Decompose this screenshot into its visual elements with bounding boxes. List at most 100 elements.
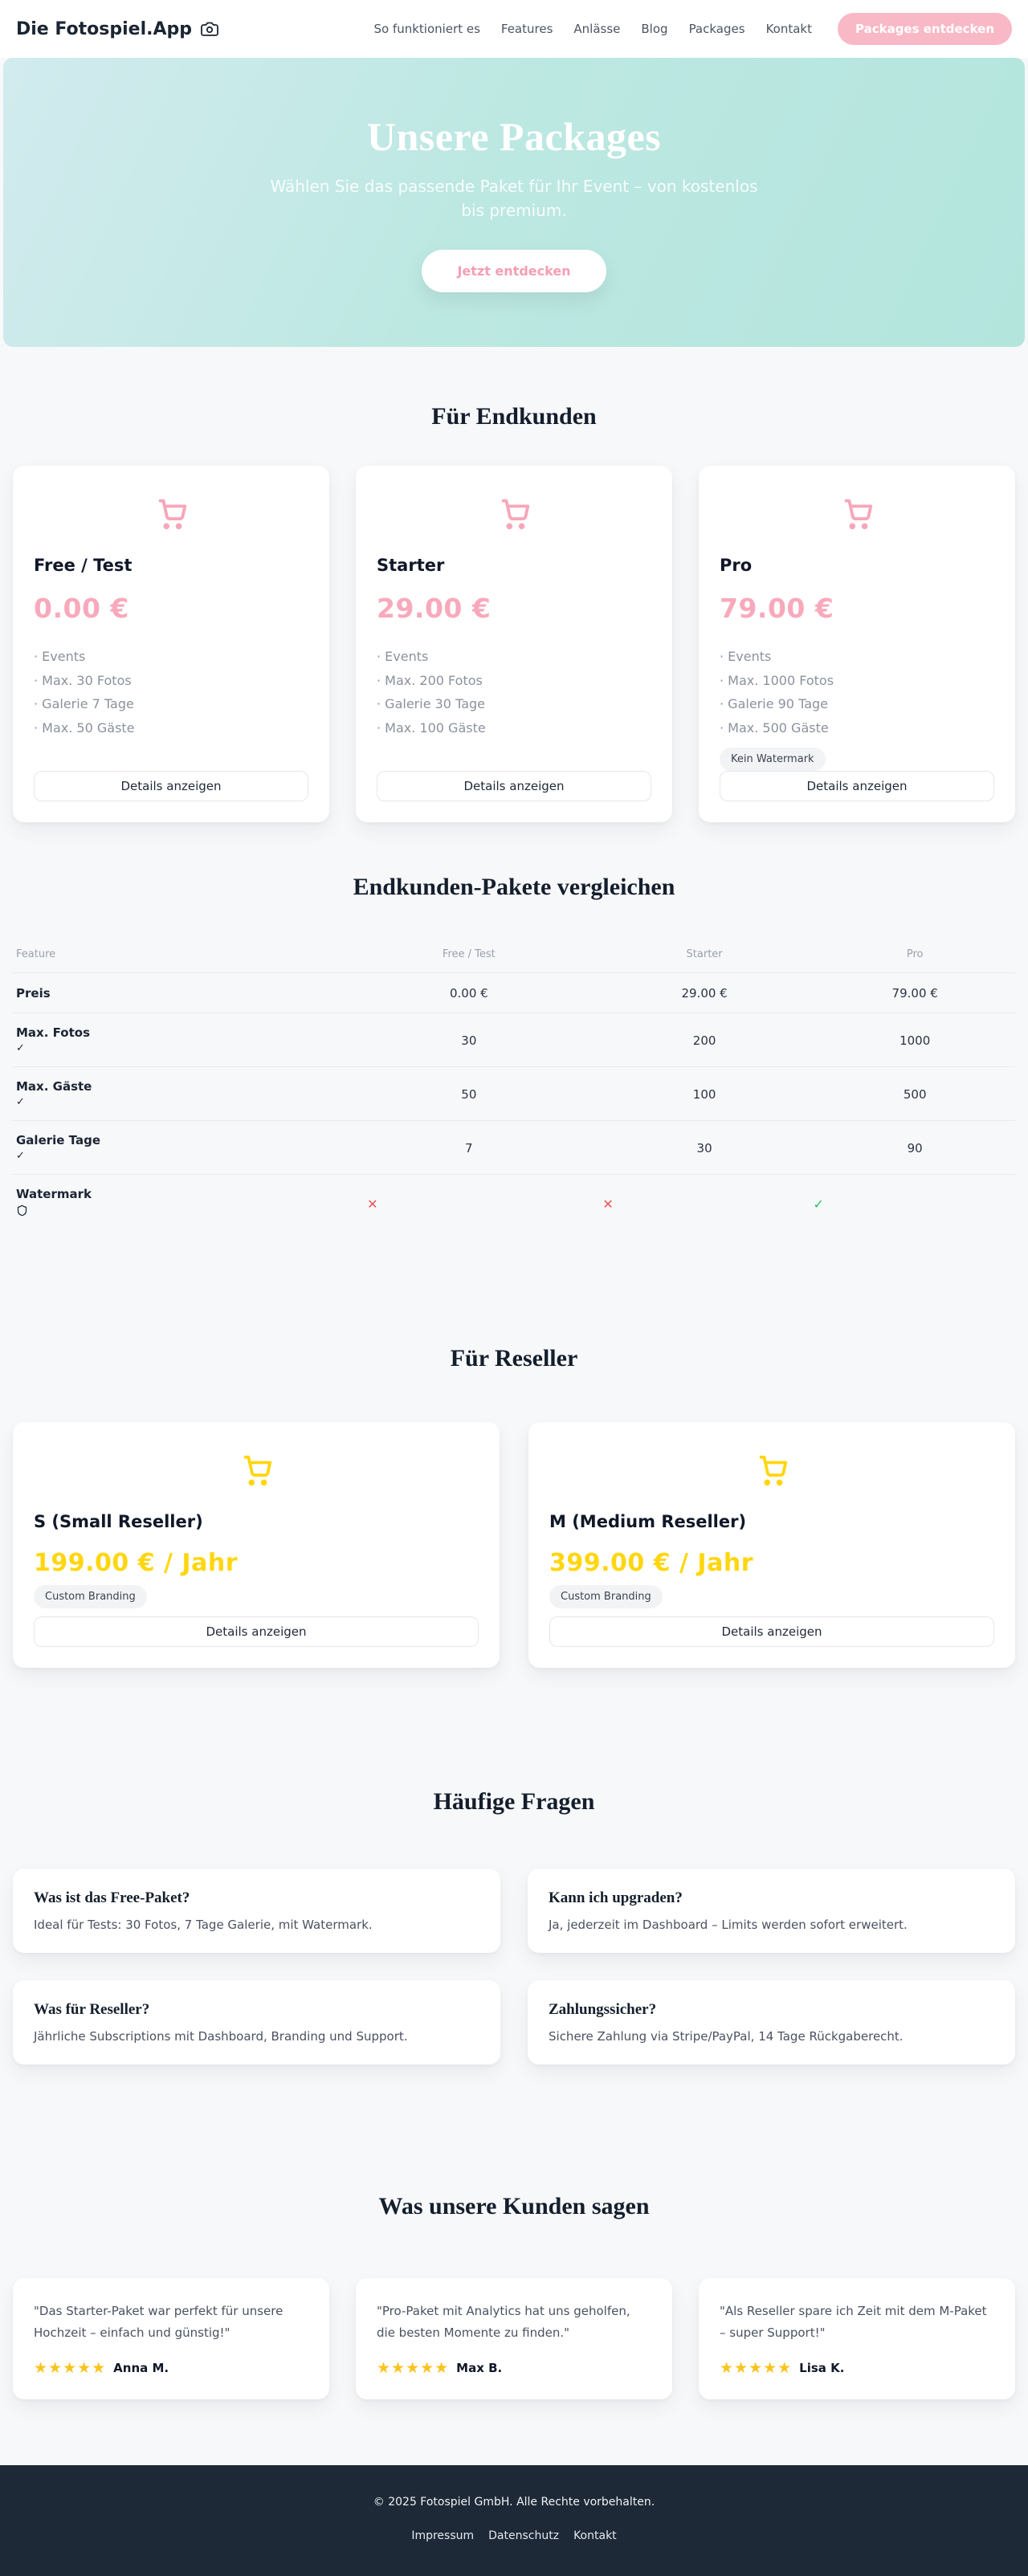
footer: © 2025 Fotospiel GmbH. Alle Rechte vorbe…	[0, 2464, 1028, 2576]
table-header-row: Feature Free / Test Starter Pro	[13, 936, 1015, 974]
feature-item: Events	[377, 645, 651, 669]
nav-packages[interactable]: Packages	[688, 22, 745, 36]
main-nav: So funktioniert es Features Anlässe Blog…	[373, 13, 1012, 45]
five-stars-icon: ★★★★★	[720, 2358, 793, 2377]
plan-name: M (Medium Reseller)	[549, 1512, 747, 1532]
faq-answer: Ja, jederzeit im Dashboard – Limits werd…	[549, 1918, 908, 1933]
faq-question: Was für Reseller?	[34, 2001, 150, 2019]
footer-link-datenschutz[interactable]: Datenschutz	[488, 2529, 560, 2542]
row-label: Max. Fotos	[16, 1025, 90, 1041]
testimonials-title: Was unsere Kunden sagen	[378, 2193, 650, 2220]
section-reseller: Für Reseller S (Small Reseller) 199.00 €…	[13, 1233, 1015, 1669]
kein-watermark-badge: Kein Watermark	[720, 748, 826, 772]
faq-question: Zahlungssicher?	[549, 2001, 657, 2019]
section-faq: Häufige Fragen Was ist das Free-Paket? I…	[13, 1668, 1015, 2065]
feature-item: Max. 500 Gäste	[720, 716, 994, 740]
footer-link-impressum[interactable]: Impressum	[411, 2529, 475, 2542]
reseller-cards: S (Small Reseller) 199.00 € / Jahr Custo…	[13, 1422, 1015, 1669]
check-mark-icon: ✓	[813, 1196, 824, 1212]
section-testimonials: Was unsere Kunden sagen "Das Starter-Pak…	[13, 2064, 1015, 2399]
feature-item: Galerie 30 Tage	[377, 692, 651, 716]
col-free-test: Free / Test	[343, 936, 594, 974]
col-starter: Starter	[594, 936, 815, 974]
header: Die Fotospiel.App So funktioniert es Fea…	[0, 0, 1028, 58]
hero: Unsere Packages Wählen Sie das passende …	[3, 58, 1025, 347]
feature-item: Galerie 7 Tage	[34, 692, 308, 716]
faq-answer: Sichere Zahlung via Stripe/PayPal, 14 Ta…	[549, 2029, 904, 2044]
row-label: Preis	[16, 985, 51, 1001]
cell-value: 30	[461, 1033, 477, 1048]
cross-mark-icon: ✕	[367, 1196, 378, 1212]
copyright-text: © 2025 Fotospiel GmbH. Alle Rechte vorbe…	[373, 2495, 655, 2509]
cell-value: 79.00 €	[891, 986, 938, 1001]
feature-item: Max. 100 Gäste	[377, 716, 651, 740]
nav-anlaesse[interactable]: Anlässe	[573, 22, 621, 36]
testimonial-quote: "Als Reseller spare ich Zeit mit dem M-P…	[720, 2304, 987, 2340]
nav-so-funktioniert-es[interactable]: So funktioniert es	[373, 22, 480, 36]
endkunden-cards: Free / Test 0.00 € Events Max. 30 Fotos …	[13, 466, 1015, 823]
details-anzeigen-button[interactable]: Details anzeigen	[34, 1616, 479, 1648]
logo: Die Fotospiel.App	[16, 19, 219, 39]
footer-link-kontakt[interactable]: Kontakt	[573, 2529, 617, 2542]
rating-row: ★★★★★ Max B.	[377, 2359, 651, 2377]
col-feature: Feature	[13, 936, 344, 974]
faq-card-reseller: Was für Reseller? Jährliche Subscription…	[13, 1980, 500, 2065]
plan-price: 29.00 €	[377, 593, 492, 624]
nav-kontakt[interactable]: Kontakt	[765, 22, 812, 36]
details-anzeigen-button[interactable]: Details anzeigen	[34, 771, 308, 802]
row-label: Watermark	[16, 1187, 92, 1202]
feature-item: Max. 50 Gäste	[34, 716, 308, 740]
plan-features: Events Max. 30 Fotos Galerie 7 Tage Max.…	[34, 645, 308, 740]
feature-item: Galerie 90 Tage	[720, 692, 994, 716]
table-row-galerie-tage: Galerie Tage ✓ 7 30 90	[13, 1121, 1015, 1175]
footer-links: Impressum Datenschutz Kontakt	[0, 2529, 1028, 2542]
table-row-max-fotos: Max. Fotos ✓ 30 200 1000	[13, 1013, 1015, 1067]
details-anzeigen-button[interactable]: Details anzeigen	[377, 771, 651, 802]
cell-value: 7	[465, 1140, 473, 1156]
table-row-preis: Preis 0.00 € 29.00 € 79.00 €	[13, 973, 1015, 1013]
customer-name: Lisa K.	[799, 2360, 845, 2375]
rating-row: ★★★★★ Anna M.	[34, 2359, 308, 2377]
plan-features: Events Max. 1000 Fotos Galerie 90 Tage M…	[720, 645, 994, 740]
feature-item: Max. 1000 Fotos	[720, 669, 994, 693]
row-label: Max. Gäste	[16, 1079, 92, 1094]
hero-title: Unsere Packages	[366, 113, 662, 159]
faq-card-zahlung: Zahlungssicher? Sichere Zahlung via Stri…	[528, 1980, 1015, 2065]
cell-value: 1000	[900, 1033, 931, 1048]
cell-value: 200	[692, 1033, 716, 1048]
packages-entdecken-button[interactable]: Packages entdecken	[837, 13, 1012, 45]
plan-price: 399.00 € / Jahr	[549, 1549, 753, 1578]
cart-icon	[34, 495, 308, 532]
cell-value: 50	[461, 1086, 477, 1102]
cell-value: 90	[907, 1140, 923, 1156]
plan-price: 199.00 € / Jahr	[34, 1549, 238, 1578]
details-anzeigen-button[interactable]: Details anzeigen	[720, 771, 994, 802]
cross-mark-icon: ✕	[602, 1196, 614, 1212]
reseller-title: Für Reseller	[450, 1345, 578, 1372]
cell-value: 0.00 €	[449, 986, 488, 1001]
pricing-card-free-test: Free / Test 0.00 € Events Max. 30 Fotos …	[13, 466, 329, 823]
customer-name: Max B.	[456, 2360, 503, 2375]
section-endkunden: Für Endkunden Free / Test 0.00 € Events …	[13, 347, 1015, 823]
compare-table: Feature Free / Test Starter Pro Preis 0.…	[13, 936, 1015, 1233]
testimonial-cards: "Das Starter-Paket war perfekt für unser…	[13, 2278, 1015, 2399]
col-pro: Pro	[814, 936, 1015, 974]
camera-icon	[200, 19, 219, 39]
nav-features[interactable]: Features	[500, 22, 553, 36]
reseller-card-s: S (Small Reseller) 199.00 € / Jahr Custo…	[13, 1422, 500, 1669]
faq-card-upgraden: Kann ich upgraden? Ja, jederzeit im Dash…	[528, 1869, 1015, 1954]
check-icon: ✓	[16, 1150, 25, 1163]
plan-price: 0.00 €	[34, 593, 129, 624]
cart-icon	[549, 1451, 994, 1488]
nav-blog[interactable]: Blog	[641, 22, 668, 36]
faq-question: Kann ich upgraden?	[549, 1889, 683, 1907]
pricing-card-pro: Pro 79.00 € Events Max. 1000 Fotos Galer…	[699, 466, 1015, 823]
testimonial-quote: "Pro-Paket mit Analytics hat uns geholfe…	[377, 2304, 630, 2340]
reseller-card-m: M (Medium Reseller) 399.00 € / Jahr Cust…	[528, 1422, 1015, 1669]
shield-icon	[16, 1204, 341, 1221]
jetzt-entdecken-button[interactable]: Jetzt entdecken	[422, 249, 606, 292]
plan-features: Events Max. 200 Fotos Galerie 30 Tage Ma…	[377, 645, 651, 740]
details-anzeigen-button[interactable]: Details anzeigen	[549, 1616, 994, 1648]
plan-name: Pro	[720, 556, 753, 575]
five-stars-icon: ★★★★★	[34, 2358, 107, 2377]
